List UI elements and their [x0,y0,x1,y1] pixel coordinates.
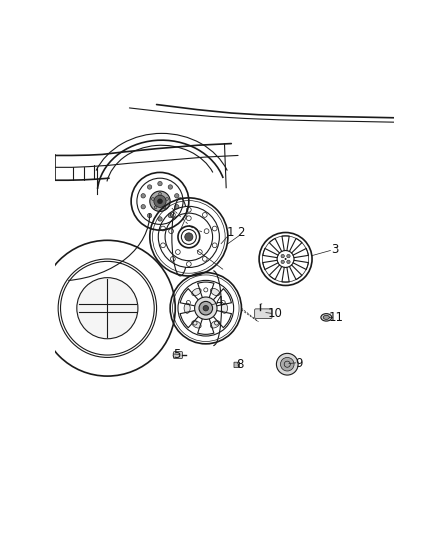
FancyBboxPatch shape [254,309,272,318]
Circle shape [163,206,166,209]
Circle shape [150,191,170,212]
Ellipse shape [192,321,201,328]
Text: 4: 4 [215,295,223,308]
Ellipse shape [323,316,329,319]
Text: 1: 1 [227,227,234,239]
FancyBboxPatch shape [173,352,182,358]
Ellipse shape [211,288,220,296]
Circle shape [158,199,162,204]
Text: 11: 11 [328,311,343,324]
Circle shape [159,192,161,195]
Circle shape [285,258,286,260]
Circle shape [168,213,173,218]
Text: 2: 2 [237,227,244,239]
Circle shape [154,195,166,207]
Circle shape [281,260,284,263]
Ellipse shape [211,321,220,328]
Text: 9: 9 [295,357,303,370]
Circle shape [203,305,208,311]
Text: 3: 3 [331,243,339,256]
Circle shape [287,260,290,263]
Circle shape [158,217,162,221]
Circle shape [287,254,290,258]
Circle shape [194,297,217,319]
Circle shape [185,233,193,241]
FancyBboxPatch shape [234,362,240,368]
Circle shape [280,358,294,371]
Circle shape [152,198,154,200]
Circle shape [175,193,179,198]
Circle shape [276,353,298,375]
Ellipse shape [192,288,201,296]
Circle shape [154,206,157,209]
Ellipse shape [222,303,227,313]
Circle shape [148,185,152,189]
Circle shape [168,185,173,189]
Text: 10: 10 [267,308,282,320]
Circle shape [141,193,145,198]
Ellipse shape [321,313,332,321]
Circle shape [158,181,162,186]
Text: 8: 8 [236,358,244,372]
Circle shape [148,213,152,218]
Circle shape [166,198,169,200]
Circle shape [77,278,138,339]
Ellipse shape [184,303,190,313]
Circle shape [141,205,145,209]
Circle shape [281,254,284,258]
Circle shape [175,205,179,209]
Text: 5: 5 [173,348,180,361]
Circle shape [199,302,212,315]
